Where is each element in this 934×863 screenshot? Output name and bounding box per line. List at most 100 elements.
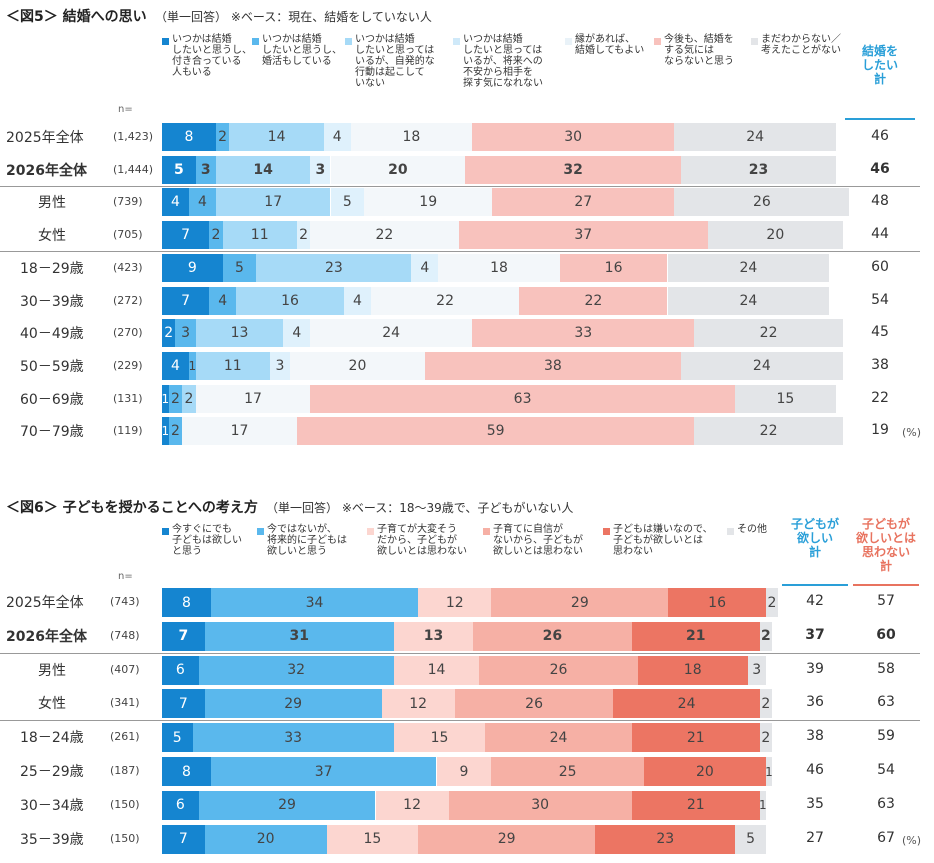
bar-segment: 1 bbox=[162, 417, 169, 446]
row-n: (1,423) bbox=[113, 130, 154, 143]
row-label: 25－29歳 bbox=[20, 764, 84, 780]
summary-value: 46 bbox=[870, 160, 890, 177]
bar-segment: 3 bbox=[269, 351, 291, 380]
bar-segment: 30 bbox=[448, 790, 632, 820]
summary-value: 58 bbox=[877, 660, 895, 677]
unit-label: (%) bbox=[902, 833, 922, 847]
bar-segment: 17 bbox=[215, 188, 331, 217]
bar-segment: 18 bbox=[438, 253, 560, 282]
bar-segment: 17 bbox=[182, 417, 297, 446]
summary-header-line bbox=[845, 118, 915, 120]
bar-segment: 7 bbox=[162, 824, 205, 854]
summary-header-line bbox=[782, 584, 848, 586]
row-label: 2025年全体 bbox=[6, 130, 84, 146]
summary-value: 60 bbox=[876, 626, 896, 643]
legend-swatch bbox=[603, 528, 610, 535]
bar-segment: 32 bbox=[198, 655, 394, 685]
summary-value: 42 bbox=[806, 593, 824, 609]
bar-segment: 2 bbox=[759, 723, 772, 753]
summary-value: 46 bbox=[806, 762, 824, 778]
row-n: (187) bbox=[110, 764, 140, 777]
legend-swatch bbox=[483, 528, 490, 535]
legend-swatch bbox=[654, 38, 661, 45]
bar-segment: 4 bbox=[323, 123, 351, 151]
bar-segment: 9 bbox=[162, 253, 223, 282]
bar-segment: 2 bbox=[168, 384, 183, 413]
chart-title: ＜図5＞ 結婚への思い bbox=[6, 9, 147, 25]
bar-segment: 16 bbox=[236, 286, 344, 315]
bar-segment: 4 bbox=[283, 319, 311, 348]
row-label: 18－24歳 bbox=[20, 730, 84, 747]
row-label: 男性 bbox=[38, 662, 66, 679]
bar-segment: 2 bbox=[296, 221, 311, 250]
legend-item: いつかは結婚 したいと思うし、 婚活もしている bbox=[252, 34, 342, 67]
bar-segment: 23 bbox=[595, 824, 736, 854]
legend-label: 縁があれば、 結婚してもよい bbox=[575, 34, 645, 56]
bar-segment: 20 bbox=[204, 824, 327, 854]
row-n: (739) bbox=[113, 195, 143, 209]
summary-value: 38 bbox=[871, 356, 889, 373]
bar-segment: 7 bbox=[162, 621, 205, 651]
bar-segment: 24 bbox=[674, 123, 836, 151]
bar-segment: 22 bbox=[519, 286, 668, 315]
row-separator bbox=[0, 652, 920, 654]
summary-value: 63 bbox=[877, 795, 895, 812]
legend-swatch bbox=[453, 38, 460, 45]
legend-item: 今後も、結婚を する気には ならないと思う bbox=[654, 34, 734, 67]
bar-segment: 8 bbox=[162, 588, 211, 617]
row-label: 30－34歳 bbox=[20, 797, 84, 814]
legend-label: いつかは結婚 したいと思うし、 婚活もしている bbox=[262, 34, 342, 67]
row-n: (423) bbox=[113, 260, 143, 274]
bar-segment: 3 bbox=[310, 155, 331, 184]
summary-value: 60 bbox=[871, 258, 889, 275]
bar-segment: 34 bbox=[210, 588, 419, 617]
legend-item: 今すぐにでも 子どもは欲しい と思う bbox=[162, 524, 242, 557]
legend-label: 子育てが大変そう だから、子どもが 欲しいとは思わない bbox=[377, 524, 467, 557]
bar-segment: 37 bbox=[458, 221, 708, 250]
bar-segment: 38 bbox=[424, 351, 681, 380]
summary-value: 63 bbox=[877, 694, 895, 711]
summary-value: 67 bbox=[877, 829, 895, 846]
bar-segment: 20 bbox=[707, 221, 843, 250]
legend-swatch bbox=[257, 528, 264, 535]
legend-label: 今すぐにでも 子どもは欲しい と思う bbox=[172, 524, 242, 557]
row-label: 男性 bbox=[38, 195, 66, 212]
bar-segment: 8 bbox=[162, 123, 216, 151]
bar-segment: 2 bbox=[209, 221, 223, 250]
bar-segment: 16 bbox=[559, 253, 668, 282]
bar-segment: 2 bbox=[182, 384, 196, 413]
legend-label: 子育てに自信が ないから、子どもが 欲しいとは思わない bbox=[493, 524, 583, 557]
row-label: 40－49歳 bbox=[20, 326, 84, 343]
legend-item: 縁があれば、 結婚してもよい bbox=[565, 34, 644, 56]
bar-segment: 9 bbox=[436, 757, 492, 786]
bar-segment: 2 bbox=[162, 319, 176, 348]
summary-value: 46 bbox=[871, 128, 889, 144]
legend-swatch bbox=[727, 528, 734, 535]
summary-value: 44 bbox=[871, 226, 889, 243]
summary-value: 54 bbox=[871, 291, 889, 308]
bar-segment: 4 bbox=[162, 188, 189, 217]
bar-segment: 23 bbox=[256, 253, 412, 282]
bar-segment: 5 bbox=[735, 824, 766, 854]
bar-segment: 26 bbox=[473, 621, 632, 651]
legend-swatch bbox=[162, 528, 169, 535]
summary-value: 19 bbox=[871, 422, 889, 439]
bar-segment: 11 bbox=[195, 351, 270, 380]
summary-value: 37 bbox=[805, 626, 825, 643]
row-n: (229) bbox=[113, 358, 143, 372]
row-n: (272) bbox=[113, 293, 143, 307]
bar-segment: 18 bbox=[350, 123, 473, 151]
bar-segment: 22 bbox=[310, 221, 459, 250]
bar-segment: 3 bbox=[175, 319, 196, 348]
bar-segment: 5 bbox=[162, 723, 193, 753]
row-separator bbox=[0, 251, 920, 253]
bar-segment: 24 bbox=[667, 286, 830, 315]
bar-segment: 24 bbox=[667, 253, 830, 282]
bar-segment: 4 bbox=[411, 253, 439, 282]
bar-segment: 21 bbox=[631, 723, 760, 753]
bar-segment: 22 bbox=[694, 417, 843, 446]
row-n: (748) bbox=[110, 628, 140, 642]
bar-segment: 26 bbox=[674, 188, 850, 217]
row-n: (1,444) bbox=[113, 162, 154, 176]
bar-segment: 12 bbox=[381, 689, 455, 719]
